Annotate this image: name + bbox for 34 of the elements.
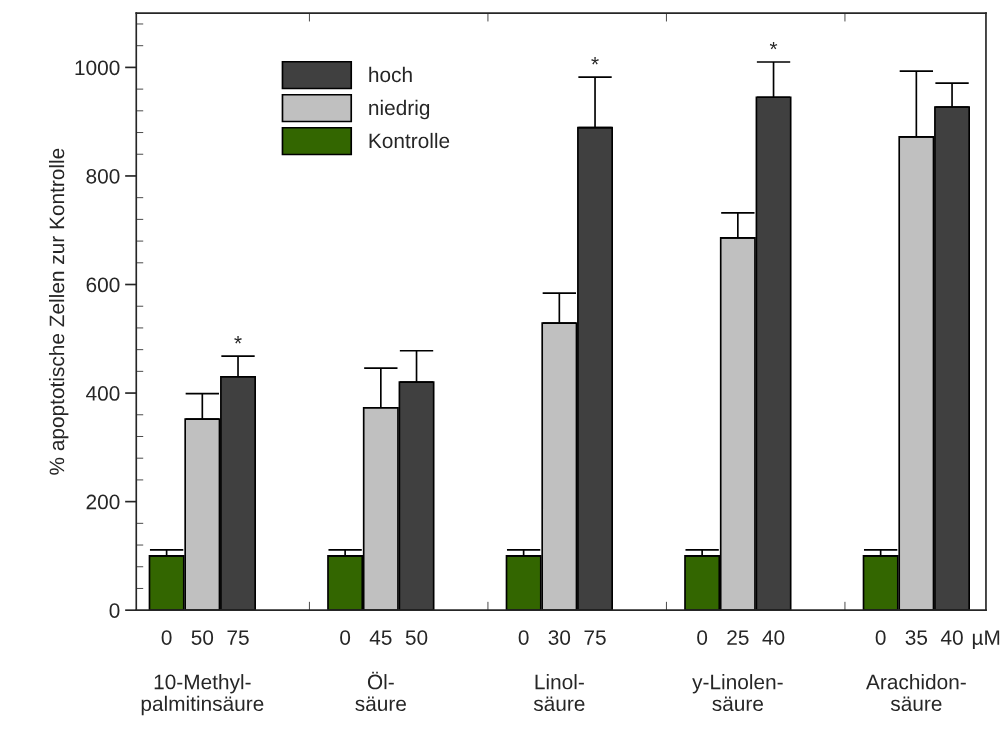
data-label: * (234, 336, 242, 344)
x-tick-label: 30 (548, 630, 571, 645)
x-tick-label: 40 (940, 630, 963, 645)
y-tick-label: 800 (86, 168, 120, 184)
y-tick-label: 400 (86, 386, 120, 401)
data-label: * (591, 57, 599, 65)
y-axis-title: % apoptotische Zellen zur Kontrolle (48, 148, 69, 475)
x-tick-label: 0 (875, 630, 886, 645)
legend-label: Kontrolle (369, 132, 450, 149)
y-tick-label: 600 (86, 277, 120, 293)
x-tick-label: 0 (518, 630, 529, 645)
text: Linol- säure (533, 674, 585, 712)
x-tick-label: 0 (340, 630, 351, 645)
legend-label: hoch (369, 66, 412, 83)
x-tick-label: 75 (584, 630, 606, 645)
x-tick-label: 0 (697, 630, 708, 645)
x-tick-label: 35 (905, 630, 928, 645)
x-tick-label: 50 (191, 630, 214, 645)
y-tick-label: 1000 (75, 60, 120, 76)
legend-label: niedrig (369, 99, 430, 120)
text: Öl- säure (355, 671, 406, 712)
y-tick-label: 200 (86, 494, 120, 510)
x-tick-label: 0 (161, 630, 172, 645)
text: 10-Methyl- palmitinsäure (141, 674, 264, 716)
text: y-Linolen- säure (692, 674, 783, 712)
x-tick-label: 45 (369, 630, 392, 645)
y-tick-label: 0 (109, 603, 120, 618)
x-tick-label: 50 (405, 630, 428, 645)
text: Arachidon- säure (866, 674, 966, 712)
data-label: * (769, 41, 778, 50)
text: µM (972, 630, 1000, 650)
x-tick-label: 40 (762, 630, 785, 645)
x-tick-label: 75 (227, 630, 249, 645)
x-tick-label: 25 (727, 630, 749, 645)
